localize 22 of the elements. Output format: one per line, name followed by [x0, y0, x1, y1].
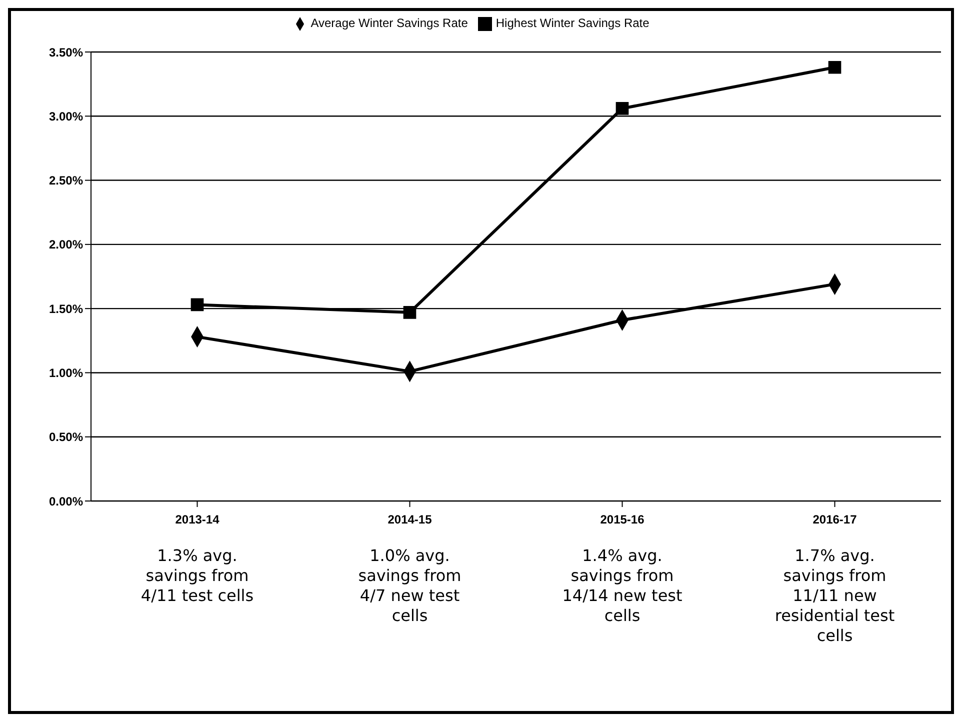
- y-tick-label: 2.50%: [48, 174, 84, 188]
- point: [616, 102, 629, 115]
- legend-label: Highest Winter Savings Rate: [496, 16, 650, 30]
- text: 1.3% avg. savings from 4/11 test cells: [140, 546, 255, 606]
- x-tick-label: 2015-16: [600, 512, 645, 527]
- x-tick-label: 2013-14: [175, 512, 220, 527]
- text: 1.0% avg. savings from 4/7 new test cells: [357, 546, 462, 626]
- x-tick-label: 2014-15: [388, 512, 432, 527]
- x-tick-label: 2016-17: [812, 512, 858, 527]
- point: [190, 298, 204, 312]
- legend-label: Average Winter Savings Rate: [310, 16, 468, 30]
- text: 1.4% avg. savings from 14/14 new test cells: [561, 546, 684, 626]
- point: [403, 306, 416, 319]
- y-tick-label: 1.00%: [48, 366, 84, 380]
- y-tick-label: 3.50%: [48, 45, 84, 60]
- y-tick-label: 1.50%: [48, 302, 84, 316]
- y-tick-label: 0.50%: [48, 430, 84, 444]
- point: [828, 60, 842, 74]
- y-tick-label: 0.00%: [48, 494, 84, 508]
- y-tick-label: 3.00%: [48, 109, 84, 124]
- y-tick-label: 2.00%: [48, 238, 84, 252]
- text: 1.7% avg. savings from 11/11 new residential test cells: [774, 546, 896, 646]
